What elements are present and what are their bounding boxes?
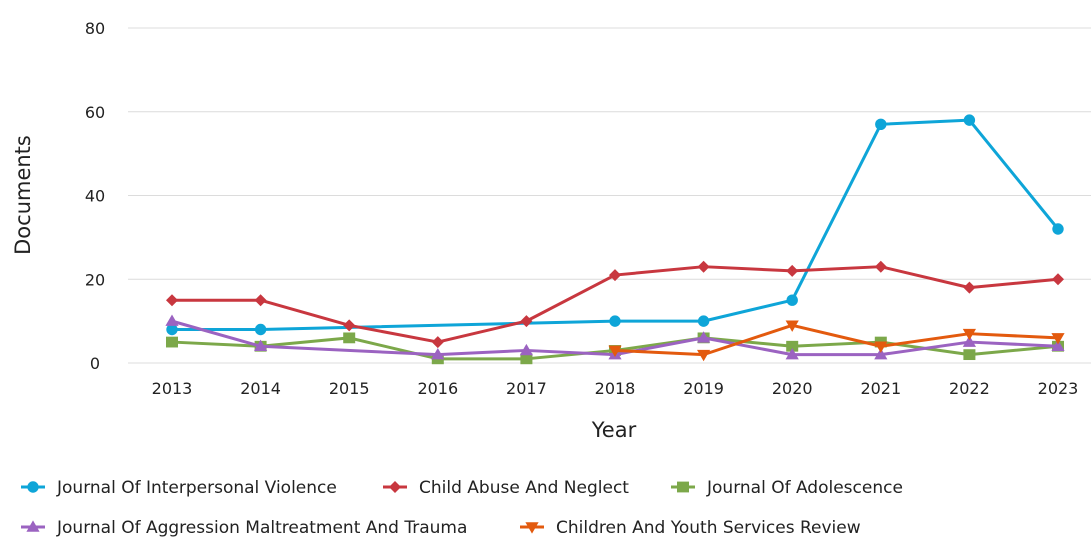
x-axis-label: Year: [591, 418, 637, 442]
data-point: [875, 118, 887, 131]
y-tick-label: 20: [85, 270, 105, 289]
data-point: [874, 260, 887, 273]
data-point: [874, 341, 888, 353]
data-point: [520, 315, 533, 328]
x-tick-label: 2021: [860, 379, 901, 398]
x-tick-label: 2014: [240, 379, 281, 398]
data-point: [697, 260, 710, 273]
series-line: [171, 319, 1059, 357]
series-4: [608, 320, 1065, 362]
data-point: [1051, 333, 1065, 345]
x-tick-label: 2015: [329, 379, 370, 398]
x-tick-label: 2019: [683, 379, 724, 398]
x-tick-label: 2018: [595, 379, 636, 398]
x-tick-label: 2022: [949, 379, 990, 398]
x-axis-ticks: 2013 2014 2015 2016 2017 2018 2019 2020 2021 2022…: [152, 379, 1079, 398]
x-tick-label: 2013: [152, 379, 193, 398]
data-point: [519, 343, 533, 356]
data-point: [343, 332, 356, 344]
data-point: [962, 335, 976, 347]
legend-item: Children And Youth Services Review: [520, 518, 861, 538]
y-tick-label: 60: [85, 103, 105, 122]
y-tick-label: 0: [90, 354, 100, 373]
data-point: [785, 348, 799, 360]
data-point: [166, 336, 178, 348]
data-point: [962, 328, 976, 341]
x-tick-label: 2017: [506, 379, 547, 398]
x-tick-label: 2023: [1038, 379, 1079, 398]
data-point: [786, 294, 798, 306]
legend-marker: [26, 520, 40, 532]
legend-item: Journal Of Aggression Maltreatment And T…: [21, 518, 467, 538]
data-point: [431, 336, 444, 349]
data-point: [1052, 223, 1064, 235]
data-point: [254, 323, 267, 336]
data-point: [520, 353, 533, 365]
data-point: [166, 294, 178, 307]
series-3: [165, 314, 1065, 360]
legend-marker: [525, 522, 539, 534]
data-point: [963, 114, 976, 126]
data-point: [609, 269, 621, 282]
data-point: [165, 314, 179, 326]
series-line: [172, 118, 1060, 331]
data-point: [785, 320, 799, 332]
data-point: [608, 345, 622, 358]
y-axis-ticks: 0 20 40 60 80: [85, 19, 105, 373]
data-point: [343, 319, 356, 332]
data-point: [697, 331, 711, 343]
series-1: [166, 260, 1064, 349]
data-point: [963, 281, 976, 294]
y-tick-label: 40: [85, 187, 105, 206]
legend-item: Child Abuse And Neglect: [383, 478, 629, 498]
x-tick-label: 2016: [417, 379, 458, 398]
y-axis-label: Documents: [11, 135, 35, 255]
legend-marker: [677, 481, 689, 493]
data-point: [609, 315, 621, 327]
gridlines: [128, 27, 1091, 364]
data-point: [786, 340, 799, 352]
legend-label: Child Abuse And Neglect: [419, 478, 629, 498]
legend-label: Children And Youth Services Review: [556, 518, 861, 538]
series-line: [614, 323, 1059, 357]
legend-marker: [389, 481, 401, 493]
legend-label: Journal Of Interpersonal Violence: [56, 478, 337, 498]
legend: Journal Of Interpersonal Violence Child A…: [21, 478, 903, 538]
legend-item: Journal Of Interpersonal Violence: [21, 478, 337, 498]
data-point: [697, 315, 710, 327]
legend-item: Journal Of Adolescence: [671, 478, 903, 498]
data-point: [786, 264, 799, 277]
series-lines: [165, 114, 1065, 365]
data-point: [963, 349, 976, 361]
data-point: [431, 348, 445, 360]
data-point: [254, 339, 268, 352]
data-point: [1052, 273, 1064, 286]
legend-marker: [27, 481, 39, 493]
legend-label: Journal Of Aggression Maltreatment And T…: [56, 518, 467, 538]
data-point: [166, 323, 178, 336]
y-tick-label: 80: [85, 19, 105, 38]
data-point: [874, 348, 888, 360]
data-point: [1051, 339, 1065, 352]
x-tick-label: 2020: [772, 379, 813, 398]
data-point: [254, 294, 267, 307]
data-point: [697, 349, 711, 362]
legend-label: Journal Of Adolescence: [706, 478, 903, 498]
series-0: [166, 114, 1064, 336]
